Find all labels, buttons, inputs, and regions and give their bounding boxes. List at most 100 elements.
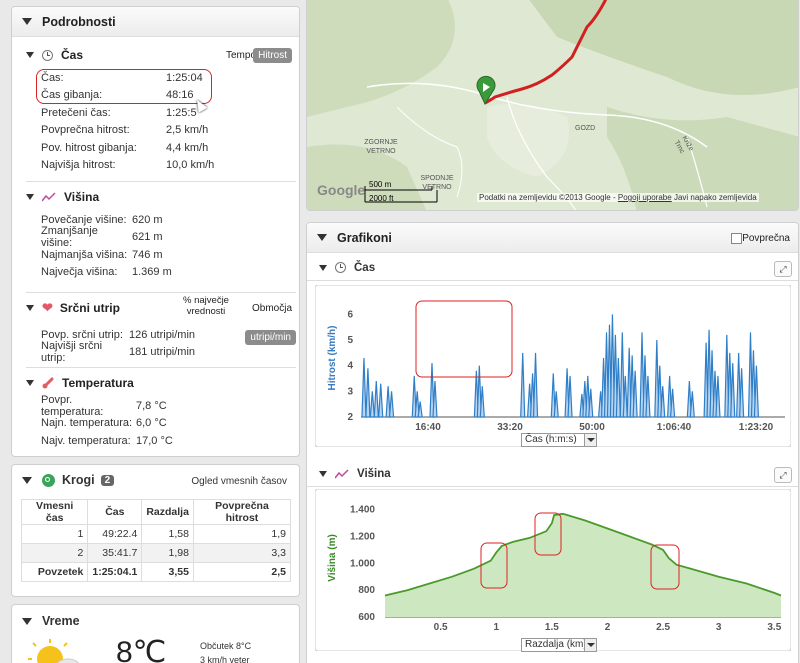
x-tick-label: 33:20: [497, 422, 523, 433]
laps-header[interactable]: Krogi 2: [22, 473, 115, 487]
stat-value: 181 utripi/min: [129, 346, 196, 359]
stat-row: Povpr. temperatura: 7,8 °C: [41, 394, 296, 418]
divider: [26, 292, 296, 293]
stat-label: Najn. temperatura:: [41, 417, 133, 430]
speed-bar: [669, 388, 676, 418]
collapse-triangle-icon[interactable]: [22, 18, 32, 25]
stat-row: Najv. temperatura: 17,0 °C: [41, 432, 296, 450]
laps-title: Krogi: [62, 473, 95, 487]
speed-bar: [550, 373, 556, 418]
view-splits-link[interactable]: Ogled vmesnih časov: [191, 476, 287, 487]
scale-meters: 500 m: [369, 180, 392, 189]
x-tick-label: 16:40: [415, 422, 441, 433]
clock-icon: [335, 262, 346, 273]
y-tick-label: 1.200: [350, 532, 375, 543]
table-cell: 3,55: [141, 562, 194, 582]
attribution-text: Podatki na zemljevidu ©2013 Google: [479, 193, 611, 202]
charts-header[interactable]: Grafikoni Povprečna: [307, 223, 798, 253]
chevron-down-icon: [584, 434, 596, 446]
report-error-link[interactable]: Javi napako zemljevida: [673, 193, 757, 202]
x-tick-label: 3: [716, 622, 722, 633]
table-header[interactable]: Čas: [87, 499, 143, 525]
time-section-header[interactable]: Čas Tempo Hitrost: [26, 43, 296, 67]
time-chart-header[interactable]: Čas: [307, 255, 798, 281]
map-panel[interactable]: ZGORNJE VETRNO SPODNJE VETRNO GOZD Križe…: [306, 0, 799, 211]
table-header[interactable]: Vmesni čas: [20, 499, 89, 525]
charts-panel: Grafikoni Povprečna Čas ⤢ 2 3 4 5 6 16:40 33:2…: [306, 222, 799, 663]
collapse-triangle-icon[interactable]: [26, 305, 34, 311]
table-header[interactable]: Razdalja: [141, 499, 194, 525]
stat-label: Zmanjšanje višine:: [41, 225, 98, 250]
time-axis-select[interactable]: Čas (h:m:s): [521, 433, 597, 447]
table-cell: 2: [20, 543, 89, 563]
speed-bar: [709, 350, 715, 418]
y-tick-label: 4: [347, 361, 353, 372]
altitude-chart-header[interactable]: Višina: [307, 461, 798, 487]
altitude-heading: Višina: [64, 190, 100, 204]
details-header[interactable]: Podrobnosti: [12, 7, 299, 37]
altitude-chart[interactable]: 600 800 1.000 1.200 1.400 0.5 1 1.5 2 2.5 3 3.5 Viši…: [315, 489, 791, 651]
table-cell: 1,9: [192, 524, 292, 544]
highlight-box: [534, 512, 562, 556]
speed-bar: [645, 375, 651, 418]
clock-icon: [42, 49, 53, 61]
speed-bar: [750, 350, 757, 418]
collapse-triangle-icon[interactable]: [319, 264, 327, 271]
speed-bar: [532, 352, 539, 418]
distance-axis-select[interactable]: Razdalja (km): [521, 638, 597, 652]
collapse-triangle-icon[interactable]: [22, 617, 32, 625]
table-row[interactable]: 2 35:41.7 1,98 3,3: [20, 543, 292, 563]
wind-speed: 3 km/h veter: [200, 655, 250, 663]
weather-panel: Vreme 8℃ Občutek 8°C 3 km/h veter: [11, 604, 300, 663]
details-title: Podrobnosti: [42, 14, 116, 29]
stat-value: 1:25:04: [166, 71, 203, 84]
collapse-triangle-icon[interactable]: [319, 470, 327, 477]
tempo-toggle[interactable]: Tempo: [225, 49, 256, 61]
weather-header[interactable]: Vreme: [22, 614, 80, 628]
map-canvas[interactable]: [307, 0, 799, 211]
temperature-section-header[interactable]: Temperatura: [26, 371, 296, 395]
altitude-section-header[interactable]: Višina: [26, 185, 296, 209]
charts-title: Grafikoni: [337, 230, 392, 245]
speed-bar: [753, 365, 760, 418]
table-row[interactable]: 1 49:22.4 1,58 1,9: [20, 524, 292, 544]
speed-bar: [738, 368, 745, 418]
x-tick-label: 50:00: [579, 422, 605, 433]
average-checkbox[interactable]: [731, 233, 742, 244]
stat-row: Pretečeni čas: 1:25:5: [41, 104, 296, 122]
altitude-area: [385, 513, 781, 617]
speed-bar: [660, 386, 666, 418]
feels-like: Občutek 8°C: [200, 641, 252, 651]
stat-value: 620 m: [132, 213, 163, 226]
speed-bar: [361, 357, 367, 418]
y-tick-label: 2: [347, 412, 353, 423]
start-marker-icon[interactable]: [476, 75, 496, 106]
divider: [26, 181, 296, 182]
x-tick-label: 2: [605, 622, 611, 633]
weather-title: Vreme: [42, 614, 80, 628]
table-header[interactable]: Povprečna hitrost: [192, 499, 292, 525]
collapse-triangle-icon[interactable]: [26, 380, 34, 386]
table-cell: Povzetek: [20, 562, 89, 582]
percent-max-toggle[interactable]: % največje vrednosti: [183, 295, 229, 317]
terms-link[interactable]: Pogoji uporabe: [617, 193, 672, 202]
heart-rows: Povp. srčni utrip: 126 utripi/min Najvišji…: [26, 326, 296, 365]
table-cell: 2,5: [192, 562, 292, 582]
x-tick-label: 1:06:40: [657, 422, 692, 433]
expand-icon[interactable]: ⤢: [774, 467, 792, 483]
zones-toggle[interactable]: Območja: [251, 302, 292, 314]
collapse-triangle-icon[interactable]: [26, 194, 34, 200]
collapse-triangle-icon[interactable]: [26, 52, 34, 58]
speed-bar: [369, 391, 375, 418]
expand-icon[interactable]: ⤢: [774, 261, 792, 277]
collapse-triangle-icon[interactable]: [317, 234, 327, 241]
collapse-triangle-icon[interactable]: [22, 476, 32, 484]
stat-value: 2,5 km/h: [166, 124, 209, 137]
google-logo[interactable]: Google: [317, 182, 366, 198]
speed-chart[interactable]: 2 3 4 5 6 16:40 33:20 50:00 1:06:40 1:23:20 Hitros…: [315, 285, 791, 447]
speed-toggle-button[interactable]: Hitrost: [253, 47, 292, 63]
bpm-unit-button[interactable]: utripi/min: [245, 330, 296, 345]
heart-section-header[interactable]: ❤ Srčni utrip % največje vrednosti Območ…: [26, 295, 296, 320]
altitude-chart-heading: Višina: [357, 467, 391, 480]
speed-bar: [373, 381, 379, 418]
